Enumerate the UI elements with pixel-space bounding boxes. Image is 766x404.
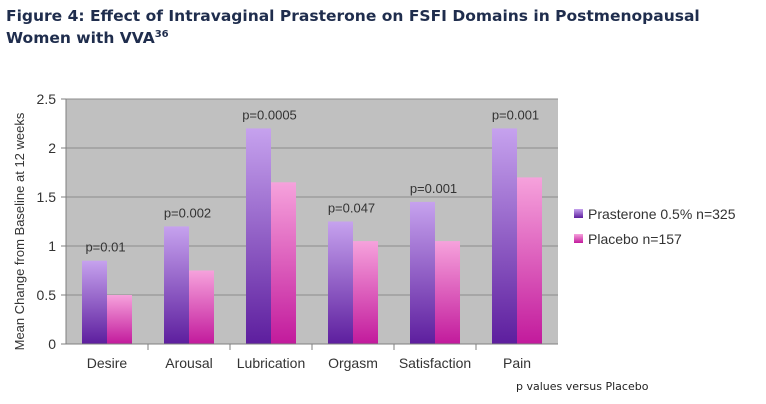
p-value-annotation: p=0.047 [328, 201, 375, 216]
figure-title: Figure 4: Effect of Intravaginal Praster… [6, 5, 756, 49]
x-tick-label: Satisfaction [399, 355, 471, 371]
p-value-annotation: p=0.01 [85, 240, 125, 255]
bar-placebo-lubrication [271, 182, 296, 344]
bar-prasterone-arousal [164, 226, 189, 344]
p-value-annotation: p=0.001 [492, 107, 539, 122]
figure-title-text: Figure 4: Effect of Intravaginal Praster… [6, 7, 700, 47]
y-tick-label: 0 [48, 336, 56, 352]
figure-title-reference: 36 [154, 28, 169, 40]
p-value-annotation: p=0.001 [410, 181, 457, 196]
p-value-annotation: p=0.0005 [242, 107, 297, 122]
legend-swatch-placebo [574, 234, 583, 243]
bar-prasterone-orgasm [328, 221, 353, 344]
y-tick-label: 2 [48, 140, 56, 156]
bar-prasterone-satisfaction [410, 201, 435, 344]
legend-label-placebo: Placebo n=157 [588, 231, 682, 247]
bar-placebo-satisfaction [435, 241, 460, 344]
y-axis-title: Mean Change from Baseline at 12 weeks [12, 112, 27, 350]
y-tick-label: 1.5 [37, 189, 57, 205]
y-tick-label: 0.5 [37, 287, 57, 303]
x-tick-label: Pain [503, 355, 531, 371]
bar-prasterone-pain [492, 128, 517, 344]
x-tick-label: Arousal [165, 355, 212, 371]
bar-placebo-pain [517, 177, 542, 344]
y-tick-label: 2.5 [37, 91, 57, 107]
legend-label-prasterone: Prasterone 0.5% n=325 [588, 206, 736, 222]
x-tick-label: Lubrication [237, 355, 306, 371]
bar-prasterone-desire [82, 260, 107, 344]
x-tick-label: Orgasm [328, 355, 378, 371]
p-value-annotation: p=0.002 [164, 205, 211, 220]
x-tick-label: Desire [87, 355, 128, 371]
bar-placebo-desire [107, 295, 132, 344]
plot-area [66, 99, 558, 344]
footnote: p values versus Placebo [516, 380, 649, 393]
bar-placebo-orgasm [353, 241, 378, 344]
bar-placebo-arousal [189, 270, 214, 344]
y-tick-label: 1 [48, 238, 56, 254]
bar-prasterone-lubrication [246, 128, 271, 344]
legend-swatch-prasterone [574, 209, 583, 218]
